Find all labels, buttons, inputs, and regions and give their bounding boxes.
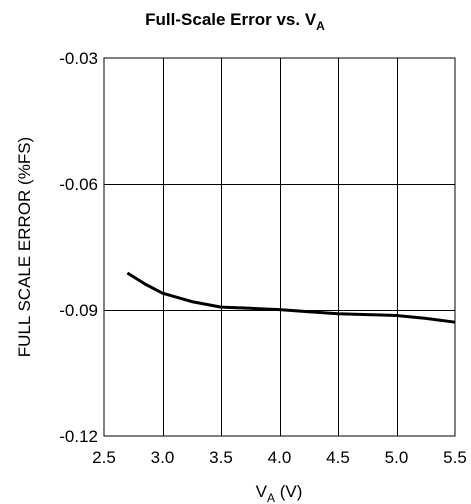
x-tick-label: 5.0 bbox=[385, 448, 409, 467]
y-tick-label: -0.12 bbox=[59, 427, 98, 446]
x-axis-label-suffix: (V) bbox=[275, 482, 302, 501]
chart-title-subscript: A bbox=[316, 19, 325, 33]
x-axis-label-subscript: A bbox=[267, 491, 275, 504]
x-tick-label: 5.5 bbox=[443, 448, 467, 467]
x-tick-label: 3.5 bbox=[209, 448, 233, 467]
series-line bbox=[126, 271, 456, 324]
x-axis-label-main: V bbox=[256, 482, 268, 501]
plot-frame bbox=[103, 57, 456, 437]
x-tick-labels: 2.5 3.0 3.5 4.0 4.5 5.0 5.5 bbox=[92, 448, 467, 467]
grid-lines bbox=[104, 58, 455, 436]
x-tick-label: 4.0 bbox=[268, 448, 292, 467]
y-tick-label: -0.03 bbox=[59, 49, 98, 68]
x-tick-label: 2.5 bbox=[92, 448, 116, 467]
series-layer bbox=[126, 271, 456, 324]
chart-title-main: Full-Scale Error vs. V bbox=[145, 10, 317, 29]
y-axis-label: FULL SCALE ERROR (%FS) bbox=[15, 137, 34, 357]
y-tick-labels: -0.03 -0.06 -0.09 -0.12 bbox=[59, 49, 98, 446]
x-tick-label: 3.0 bbox=[151, 448, 175, 467]
y-tick-label: -0.06 bbox=[59, 175, 98, 194]
chart-title: Full-Scale Error vs. VA bbox=[145, 10, 325, 33]
y-tick-label: -0.09 bbox=[59, 301, 98, 320]
x-axis-label: VA (V) bbox=[256, 482, 303, 504]
x-tick-label: 4.5 bbox=[326, 448, 350, 467]
